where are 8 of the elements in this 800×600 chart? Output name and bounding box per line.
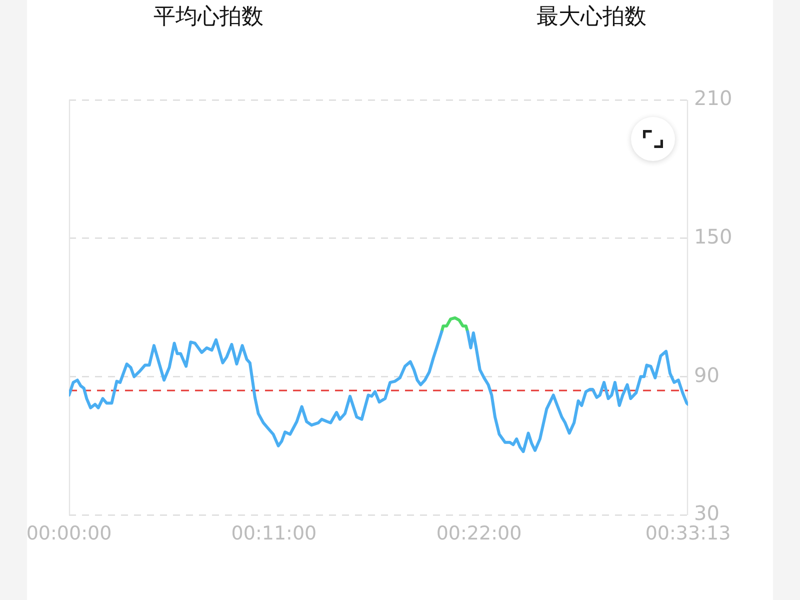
- y-tick-label: 210: [694, 86, 732, 110]
- y-tick-label: 90: [694, 362, 720, 387]
- text: 最大心拍数: [536, 4, 646, 30]
- x-tick-label: 00:11:00: [231, 522, 317, 544]
- text: 平均心拍数: [154, 4, 264, 30]
- x-tick-label: 00:00:00: [26, 522, 112, 544]
- y-tick-label: 150: [694, 224, 732, 249]
- x-tick-label: 00:22:00: [436, 522, 522, 544]
